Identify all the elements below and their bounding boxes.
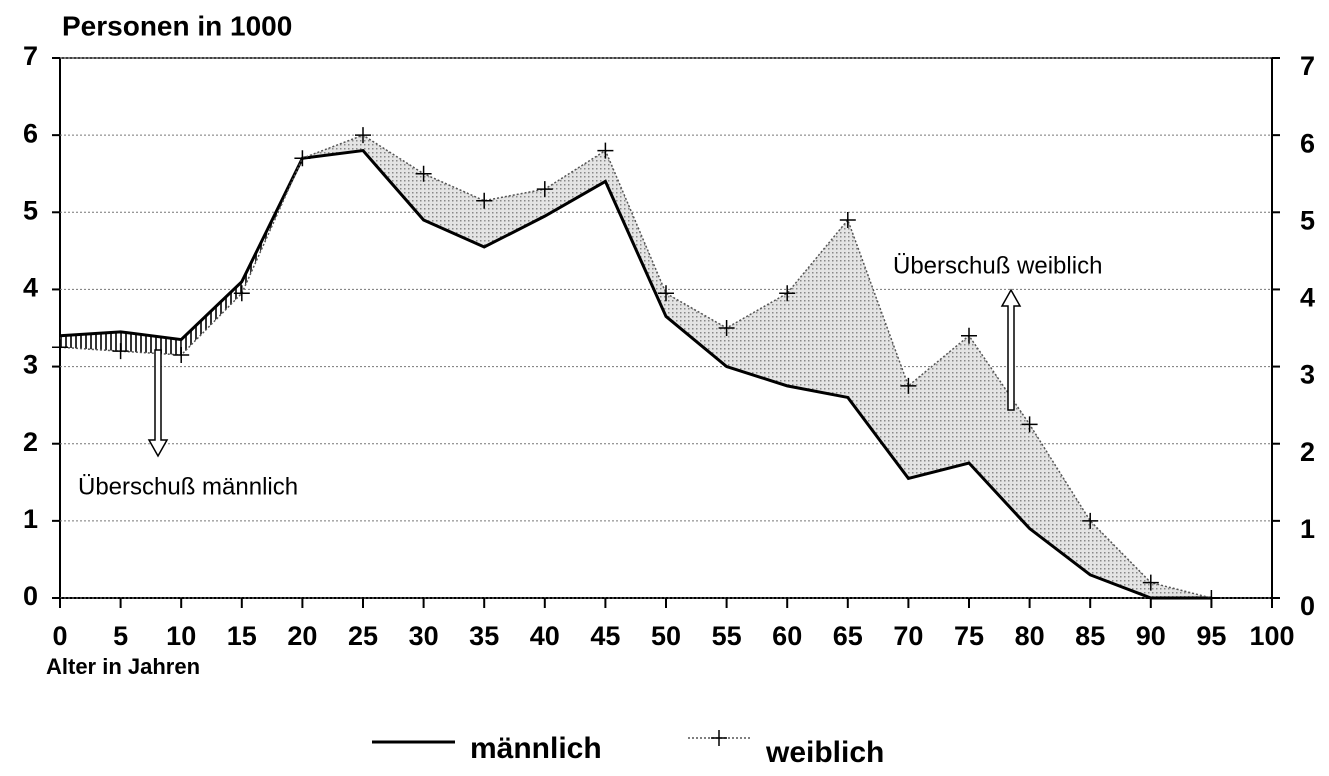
x-tick-label: 50 [651, 621, 681, 651]
y-tick-label: 6 [23, 118, 38, 148]
y-tick-label: 7 [23, 41, 38, 71]
x-tick-label: 5 [113, 621, 128, 651]
x-tick-label: 45 [590, 621, 620, 651]
plus-marker [1203, 590, 1220, 606]
plus-marker [52, 339, 68, 356]
difference-area [605, 150, 666, 317]
difference-area [787, 220, 848, 398]
y2-tick-label: 3 [1300, 360, 1315, 390]
x-tick-label: 80 [1015, 621, 1045, 651]
plus-marker [355, 127, 371, 144]
x-tick-label: 10 [166, 621, 196, 651]
x-tick-label: 35 [469, 621, 499, 651]
chart-title: Personen in 1000 [62, 10, 292, 41]
y2-tick-label: 6 [1300, 128, 1315, 158]
x-tick-label: 85 [1075, 621, 1105, 651]
plus-marker [476, 192, 493, 209]
plus-marker [900, 377, 917, 394]
arrow [147, 349, 169, 458]
x-tick-label: 95 [1196, 621, 1226, 651]
difference-area [1090, 520, 1151, 598]
plus-marker [839, 212, 856, 228]
difference-area [1029, 424, 1091, 575]
y2-tick-label: 7 [1300, 51, 1315, 81]
difference-area [484, 189, 545, 247]
x-tick-label: 65 [833, 621, 863, 651]
plus-marker [961, 327, 977, 344]
y2-tick-label: 1 [1300, 514, 1315, 544]
difference-area [969, 335, 1030, 529]
y-tick-label: 1 [23, 504, 38, 534]
series-line [59, 134, 1212, 599]
difference-area [423, 173, 485, 247]
y-tick-label: 3 [23, 350, 38, 380]
plus-marker [415, 165, 432, 182]
y-tick-label: 4 [23, 273, 38, 303]
x-tick-label: 75 [954, 621, 984, 651]
annotation: Überschuß männlich [78, 473, 298, 500]
x-tick-label: 90 [1136, 621, 1166, 651]
plus-marker [1142, 574, 1159, 591]
difference-area [847, 220, 909, 479]
x-tick-label: 40 [530, 621, 560, 651]
x-tick-label: 25 [348, 621, 378, 651]
plus-marker [294, 150, 311, 167]
plus-marker [779, 285, 796, 302]
difference-area [544, 150, 606, 217]
annotation: Überschuß weiblich [893, 252, 1102, 279]
plus-marker [233, 285, 250, 302]
x-tick-label: 100 [1249, 621, 1294, 651]
legend-label: männlich [470, 732, 602, 765]
arrow [1000, 288, 1022, 411]
x-tick-label: 30 [409, 621, 439, 651]
plus-marker [173, 347, 190, 363]
y2-tick-label: 0 [1300, 591, 1315, 621]
y2-tick-label: 2 [1300, 437, 1315, 467]
x-tick-label: 70 [893, 621, 923, 651]
x-tick-label: 60 [772, 621, 802, 651]
x-axis-label: Alter in Jahren [46, 654, 200, 679]
plus-marker [1021, 416, 1038, 433]
plus-marker [597, 142, 614, 159]
plus-marker [536, 181, 553, 198]
x-tick-label: 15 [227, 621, 257, 651]
y2-tick-label: 4 [1300, 283, 1315, 313]
difference-area [363, 135, 424, 220]
y2-tick-label: 5 [1300, 205, 1315, 235]
difference-area [666, 293, 727, 367]
difference-area [120, 331, 182, 355]
plus-marker [1082, 512, 1099, 529]
plus-marker [112, 343, 129, 360]
difference-area [726, 293, 788, 386]
x-tick-label: 0 [52, 621, 67, 651]
y-tick-label: 2 [23, 427, 38, 457]
difference-area [60, 331, 121, 352]
x-tick-label: 20 [287, 621, 317, 651]
y-tick-label: 5 [23, 195, 38, 225]
legend-label: weiblich [765, 736, 884, 769]
plus-marker [718, 320, 735, 336]
series-line [59, 148, 1212, 600]
plus-marker [658, 285, 674, 302]
difference-area [908, 335, 969, 479]
difference-area [181, 281, 242, 355]
y-tick-label: 0 [23, 581, 38, 611]
legend-marker [711, 730, 727, 746]
x-tick-label: 55 [712, 621, 742, 651]
difference-area [241, 158, 303, 294]
